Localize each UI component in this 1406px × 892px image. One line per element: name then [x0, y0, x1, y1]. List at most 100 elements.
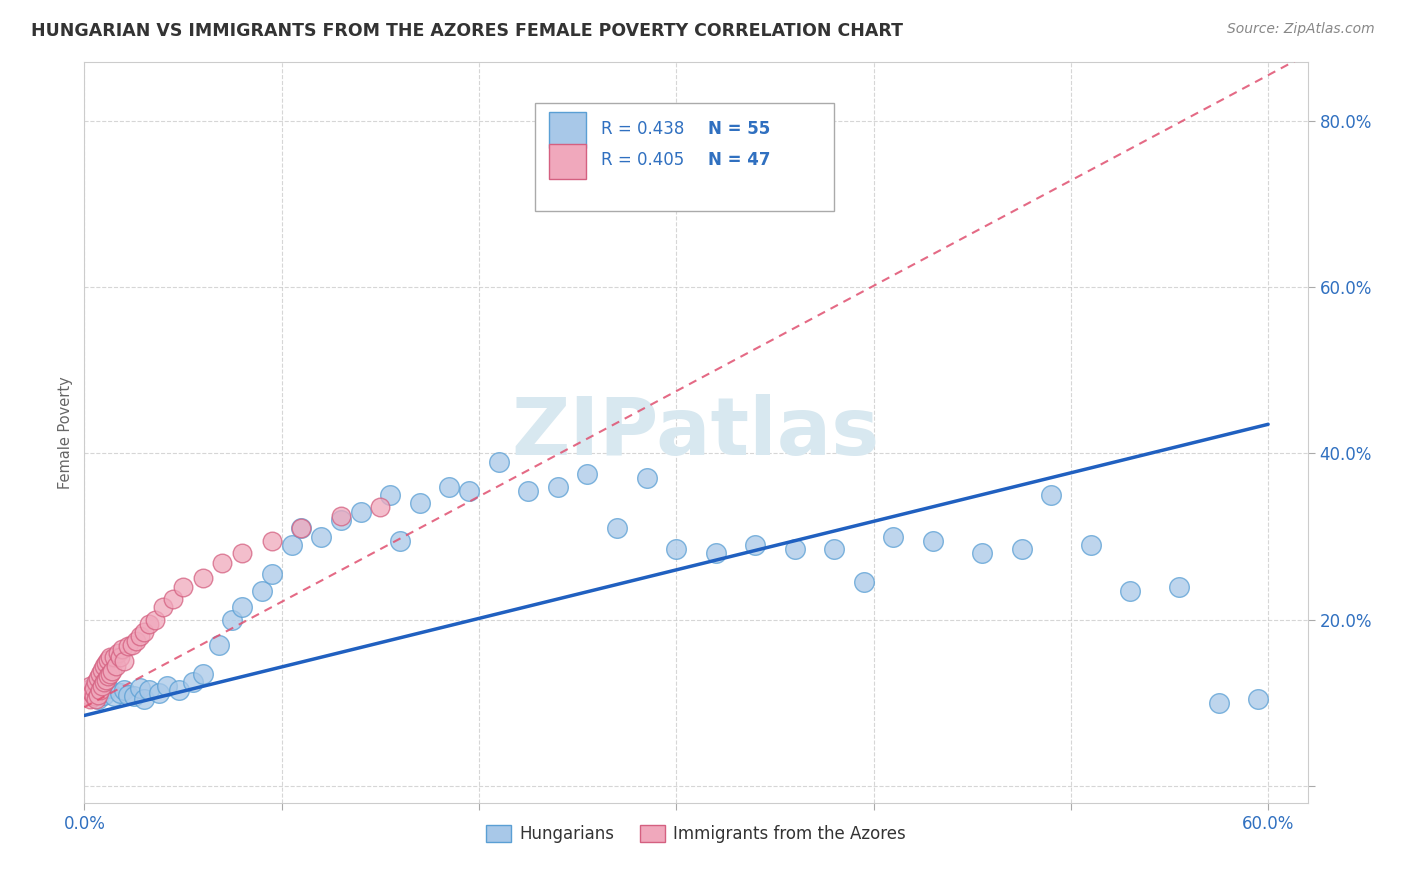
- Point: [290, 521, 312, 535]
- Point: [101, 665, 124, 679]
- Point: [211, 556, 233, 570]
- Point: [1168, 580, 1191, 594]
- Point: [576, 467, 599, 482]
- Point: [970, 546, 993, 560]
- Point: [107, 646, 129, 660]
- Point: [231, 600, 253, 615]
- Point: [783, 542, 806, 557]
- Point: [280, 538, 302, 552]
- Point: [121, 638, 143, 652]
- Text: ZIPatlas: ZIPatlas: [512, 393, 880, 472]
- Point: [250, 583, 273, 598]
- Point: [77, 688, 100, 702]
- Point: [349, 505, 371, 519]
- Point: [89, 683, 111, 698]
- Point: [231, 546, 253, 560]
- Point: [84, 691, 107, 706]
- Point: [93, 688, 115, 702]
- Bar: [550, 112, 586, 147]
- Point: [87, 671, 110, 685]
- Point: [823, 542, 845, 557]
- Point: [75, 683, 97, 698]
- Point: [921, 533, 943, 548]
- Point: [83, 690, 105, 704]
- Point: [82, 686, 104, 700]
- Point: [94, 673, 117, 687]
- Point: [156, 679, 179, 693]
- Point: [547, 480, 569, 494]
- Point: [84, 675, 107, 690]
- Point: [148, 686, 170, 700]
- Point: [290, 521, 312, 535]
- Point: [112, 683, 135, 698]
- Point: [117, 688, 139, 702]
- Point: [1247, 691, 1270, 706]
- Point: [207, 638, 229, 652]
- Point: [145, 613, 167, 627]
- Point: [488, 455, 510, 469]
- Point: [91, 679, 114, 693]
- Point: [191, 666, 214, 681]
- Point: [103, 690, 125, 704]
- Point: [665, 542, 688, 557]
- Point: [329, 508, 352, 523]
- Point: [87, 691, 110, 706]
- Bar: [550, 144, 586, 179]
- Point: [409, 496, 432, 510]
- Point: [104, 658, 127, 673]
- Text: N = 55: N = 55: [709, 120, 770, 138]
- Point: [162, 592, 184, 607]
- Text: R = 0.405: R = 0.405: [600, 151, 683, 169]
- Point: [111, 641, 134, 656]
- Point: [309, 530, 332, 544]
- Point: [368, 500, 391, 515]
- Point: [103, 650, 125, 665]
- Point: [87, 688, 110, 702]
- Point: [128, 681, 150, 695]
- Point: [260, 567, 283, 582]
- Point: [181, 675, 204, 690]
- Point: [124, 633, 146, 648]
- Point: [517, 483, 540, 498]
- Point: [117, 640, 139, 654]
- Point: [1208, 696, 1230, 710]
- Point: [329, 513, 352, 527]
- Point: [91, 663, 114, 677]
- Point: [458, 483, 481, 498]
- Text: HUNGARIAN VS IMMIGRANTS FROM THE AZORES FEMALE POVERTY CORRELATION CHART: HUNGARIAN VS IMMIGRANTS FROM THE AZORES …: [31, 22, 903, 40]
- Point: [79, 679, 101, 693]
- Point: [882, 530, 904, 544]
- Y-axis label: Female Poverty: Female Poverty: [58, 376, 73, 489]
- Text: Source: ZipAtlas.com: Source: ZipAtlas.com: [1227, 22, 1375, 37]
- Point: [636, 471, 658, 485]
- Point: [439, 480, 461, 494]
- Point: [98, 650, 121, 665]
- FancyBboxPatch shape: [534, 103, 834, 211]
- Point: [1011, 542, 1033, 557]
- Point: [1119, 583, 1142, 598]
- Point: [122, 690, 145, 704]
- Point: [97, 653, 120, 667]
- Legend: Hungarians, Immigrants from the Azores: Hungarians, Immigrants from the Azores: [479, 819, 912, 850]
- Point: [97, 681, 120, 695]
- Point: [128, 629, 150, 643]
- Point: [380, 488, 402, 502]
- Point: [94, 656, 117, 670]
- Point: [191, 571, 214, 585]
- Point: [138, 616, 160, 631]
- Point: [852, 575, 875, 590]
- Point: [172, 580, 194, 594]
- Point: [97, 669, 120, 683]
- Point: [606, 521, 628, 535]
- Point: [704, 546, 727, 560]
- Point: [1040, 488, 1063, 502]
- Point: [98, 666, 121, 681]
- Point: [83, 679, 105, 693]
- Point: [389, 533, 412, 548]
- Text: N = 47: N = 47: [709, 151, 770, 169]
- Point: [83, 681, 105, 695]
- Point: [93, 658, 115, 673]
- Point: [108, 650, 131, 665]
- Point: [89, 666, 111, 681]
- Point: [221, 613, 243, 627]
